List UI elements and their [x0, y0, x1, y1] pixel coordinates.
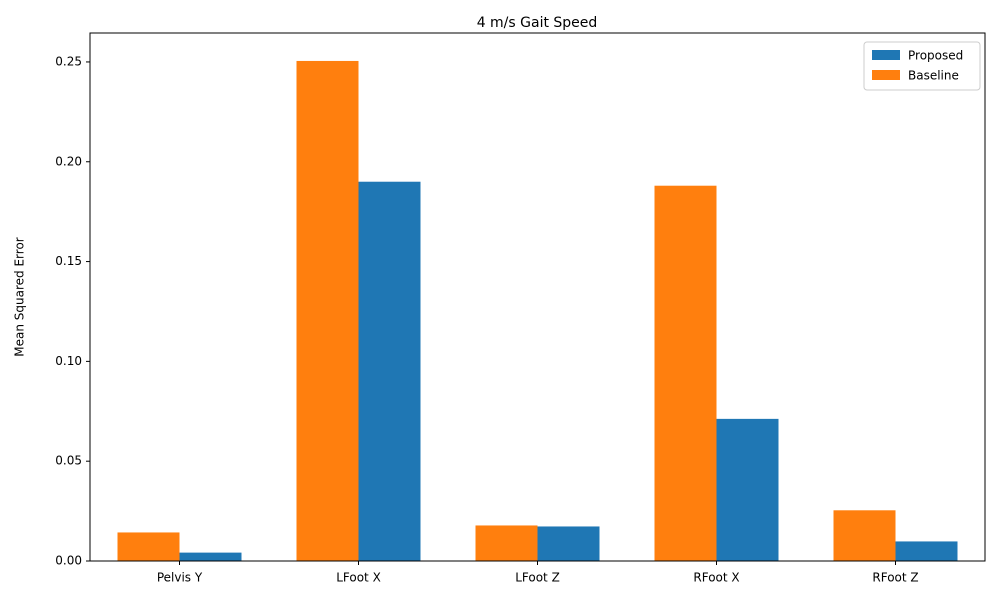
- y-tick-label: 0.20: [55, 154, 82, 168]
- bar: [117, 532, 180, 561]
- bar: [475, 525, 538, 561]
- bar: [296, 60, 359, 561]
- y-tick-label: 0.05: [55, 454, 82, 468]
- y-tick-label: 0.15: [55, 254, 82, 268]
- y-tick-label: 0.00: [55, 554, 82, 568]
- x-tick-label: RFoot X: [693, 571, 739, 585]
- y-axis-label: Mean Squared Error: [13, 237, 27, 357]
- y-tick-label: 0.25: [55, 54, 82, 68]
- bar: [537, 526, 600, 561]
- x-tick-label: LFoot Z: [515, 571, 560, 585]
- x-tick-label: RFoot Z: [872, 571, 918, 585]
- bar: [716, 418, 779, 561]
- legend-swatch: [872, 50, 900, 60]
- x-tick-label: LFoot X: [336, 571, 381, 585]
- y-tick-label: 0.10: [55, 354, 82, 368]
- bar: [833, 510, 896, 561]
- legend-label: Proposed: [908, 49, 963, 63]
- bar: [654, 185, 717, 562]
- legend-label: Baseline: [908, 69, 959, 83]
- legend-swatch: [872, 70, 900, 80]
- x-tick-label: Pelvis Y: [157, 571, 203, 585]
- plot-frame: [89, 32, 986, 562]
- bar: [895, 541, 958, 561]
- chart-title: 4 m/s Gait Speed: [477, 15, 598, 31]
- bar: [358, 181, 421, 562]
- bar: [179, 552, 242, 561]
